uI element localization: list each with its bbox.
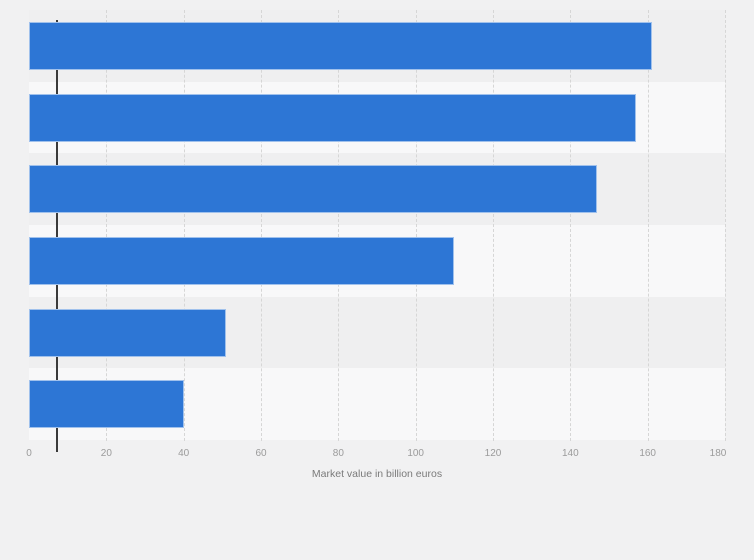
- gridline: [493, 10, 494, 441]
- x-tick-label: 120: [484, 448, 502, 459]
- x-tick-label: 180: [709, 448, 727, 459]
- bar[interactable]: [29, 165, 598, 214]
- bar[interactable]: [29, 93, 637, 142]
- x-tick-label: 60: [255, 448, 267, 459]
- x-tick-label: 100: [407, 448, 424, 459]
- x-tick-label: 80: [332, 448, 344, 459]
- x-tick-label: 40: [178, 448, 190, 459]
- x-tick-label: 0: [26, 448, 32, 459]
- bar[interactable]: [29, 308, 227, 357]
- gridline: [570, 10, 572, 441]
- plot-area: [29, 10, 726, 452]
- gridline: [725, 10, 726, 441]
- x-tick-label: 160: [639, 448, 656, 459]
- x-tick-label: 140: [561, 448, 579, 459]
- gridline: [415, 10, 417, 441]
- x-axis-title: Market value in billion euros: [311, 468, 443, 480]
- y-axis-line: [56, 20, 58, 452]
- gridline: [261, 10, 262, 441]
- bar[interactable]: [29, 380, 184, 429]
- gridline: [647, 10, 649, 441]
- gridline: [106, 10, 108, 441]
- bar[interactable]: [29, 21, 652, 70]
- x-tick-label: 20: [100, 448, 112, 459]
- gridline: [338, 10, 340, 441]
- bar[interactable]: [29, 236, 455, 285]
- gridline: [183, 10, 185, 441]
